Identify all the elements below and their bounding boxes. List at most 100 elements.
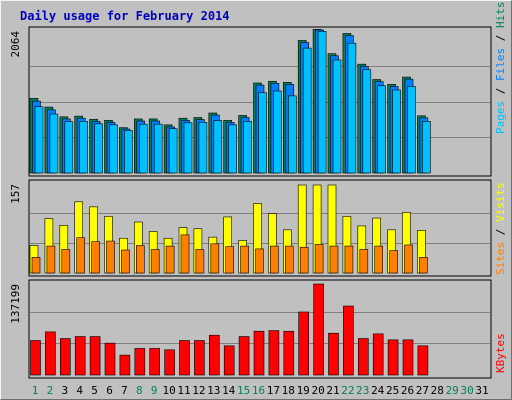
kbytes-bar xyxy=(343,305,354,376)
kbytes-bar xyxy=(74,336,86,376)
kbytes-bars xyxy=(30,283,429,376)
legends: Pages / Files / Hits Sites / Visits KBytes xyxy=(494,2,507,374)
day-label: 15 xyxy=(237,384,250,397)
kbytes-bar xyxy=(313,283,324,376)
pages-bar xyxy=(64,121,74,174)
kbytes-bar xyxy=(223,345,235,376)
day-label: 27 xyxy=(416,384,429,397)
pages-bar xyxy=(347,42,357,174)
day-label: 9 xyxy=(151,384,158,397)
sites-bar xyxy=(359,249,369,274)
sites-bar xyxy=(76,237,85,274)
day-label: 16 xyxy=(252,384,265,397)
kbytes-legend-label: KBytes xyxy=(494,333,507,373)
sites-bar xyxy=(284,245,294,274)
day-label: 21 xyxy=(326,384,339,397)
day-label: 12 xyxy=(192,384,205,397)
day-label: 23 xyxy=(356,384,369,397)
pages-bar xyxy=(183,122,193,174)
pages-bar xyxy=(273,90,282,174)
hits-panel-legend: Pages / Files / Hits xyxy=(494,2,507,135)
day-label: 31 xyxy=(475,384,488,397)
sites-bar xyxy=(404,244,413,274)
kbytes-bar xyxy=(119,354,131,376)
day-label: 25 xyxy=(386,384,399,397)
sites-bar xyxy=(150,249,160,274)
pages-bar xyxy=(362,69,372,174)
y-max-visits: 157 xyxy=(9,184,22,204)
day-label: 10 xyxy=(162,384,175,397)
pages-bar xyxy=(139,123,148,174)
day-label: 30 xyxy=(460,384,473,397)
sites-bar xyxy=(225,246,234,274)
day-label: 1 xyxy=(32,384,39,397)
pages-bar xyxy=(243,121,252,174)
sites-bar xyxy=(180,234,190,274)
sites-bar xyxy=(419,257,428,274)
pages-bar xyxy=(124,130,133,174)
pages-bar xyxy=(49,113,59,174)
sites-bar xyxy=(389,250,398,274)
sites-bar xyxy=(240,245,249,274)
chart-title: Daily usage for February 2014 xyxy=(20,9,230,23)
pages-bar xyxy=(79,121,88,174)
sites-bar xyxy=(344,245,354,274)
sites-bar xyxy=(299,246,309,274)
sites-bar xyxy=(314,244,324,274)
pages-bar xyxy=(332,59,342,174)
kbytes-bar xyxy=(417,345,429,376)
kbytes-bar xyxy=(387,339,399,376)
day-label: 11 xyxy=(177,384,190,397)
sites-bar xyxy=(165,245,175,274)
pages-bar xyxy=(377,85,387,174)
sites-bar xyxy=(46,245,56,274)
pages-bar xyxy=(258,92,267,174)
kbytes-bar xyxy=(238,336,250,376)
day-labels: 1 2 3 4 5 6 7 8 9 10 11 12 13 14 15 16 17 18 19 20 21 22 23 24 2… xyxy=(32,384,489,397)
sites-bar xyxy=(136,245,145,274)
sites-bar xyxy=(255,248,264,274)
pages-bar xyxy=(287,95,297,174)
pages-bar xyxy=(198,122,208,174)
pages-bar xyxy=(302,47,312,174)
day-label: 29 xyxy=(446,384,459,397)
kbytes-bar xyxy=(372,333,384,376)
kbytes-bar xyxy=(357,338,369,376)
day-label: 19 xyxy=(297,384,310,397)
visits-legend-label: Visits xyxy=(494,182,507,222)
day-label: 26 xyxy=(401,384,414,397)
pages-bar xyxy=(94,123,103,174)
sites-bar xyxy=(374,245,384,274)
sites-bar xyxy=(106,240,115,274)
kbytes-bar xyxy=(328,332,339,376)
day-label: 20 xyxy=(311,384,324,397)
kbytes-bar xyxy=(45,331,56,376)
sites-bar xyxy=(270,245,279,274)
y-max-kbytes: 137199 xyxy=(9,284,22,324)
kbytes-bar xyxy=(268,330,280,376)
pages-bar xyxy=(422,121,431,174)
y-max-hits: 2064 xyxy=(9,31,22,58)
pages-bar xyxy=(109,124,118,174)
kbytes-bar xyxy=(402,339,414,376)
sites-bar xyxy=(31,257,41,274)
day-label: 8 xyxy=(136,384,143,397)
pages-bar xyxy=(392,89,401,174)
sites-legend-label: Sites xyxy=(494,242,507,275)
kbytes-bar xyxy=(253,330,265,376)
kbytes-bar xyxy=(149,348,160,376)
day-label: 3 xyxy=(61,384,68,397)
kbytes-panel-legend: KBytes xyxy=(494,333,507,373)
day-label: 14 xyxy=(222,384,236,397)
sites-bar xyxy=(91,241,100,274)
kbytes-bar xyxy=(164,349,175,376)
day-label: 22 xyxy=(341,384,354,397)
pages-legend-label: Pages xyxy=(494,101,507,134)
pages-bar xyxy=(168,128,178,174)
day-label: 4 xyxy=(76,384,83,397)
pages-bar xyxy=(153,123,163,174)
kbytes-bar xyxy=(298,311,310,376)
kbytes-bar xyxy=(283,330,295,376)
kbytes-bar xyxy=(134,348,146,376)
